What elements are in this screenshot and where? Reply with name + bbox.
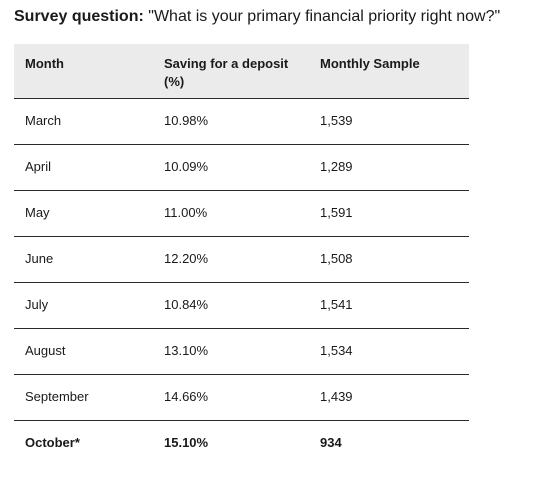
cell-saving: 11.00%	[153, 190, 309, 237]
cell-saving: 14.66%	[153, 374, 309, 421]
cell-sample: 1,534	[309, 328, 469, 375]
table-row: July 10.84% 1,541	[14, 282, 469, 329]
cell-saving: 13.10%	[153, 328, 309, 375]
table-row: September 14.66% 1,439	[14, 374, 469, 421]
cell-sample: 1,539	[309, 98, 469, 145]
cell-saving: 10.98%	[153, 98, 309, 145]
table-body: March 10.98% 1,539 April 10.09% 1,289 Ma…	[14, 98, 469, 466]
cell-month: June	[14, 236, 153, 283]
cell-saving: 15.10%	[164, 435, 209, 451]
cell-sample: 934	[320, 435, 342, 451]
cell-sample: 1,591	[309, 190, 469, 237]
table-row: June 12.20% 1,508	[14, 236, 469, 283]
cell-saving: 10.84%	[153, 282, 309, 329]
cell-month: October*	[25, 435, 80, 451]
column-header-month: Month	[14, 44, 153, 99]
table-header-row: Month Saving for a deposit (%) Monthly S…	[14, 44, 469, 99]
survey-question-text: "What is your primary financial priority…	[143, 8, 501, 25]
cell-sample: 1,541	[309, 282, 469, 329]
table-row: March 10.98% 1,539	[14, 98, 469, 145]
cell-month: April	[14, 144, 153, 191]
cell-month: March	[14, 98, 153, 145]
table-row: October* 15.10% 934	[14, 420, 469, 466]
table-row: April 10.09% 1,289	[14, 144, 469, 191]
table-row: May 11.00% 1,591	[14, 190, 469, 237]
cell-saving: 10.09%	[153, 144, 309, 191]
cell-sample: 1,508	[309, 236, 469, 283]
survey-question: Survey question: "What is your primary f…	[14, 6, 540, 28]
cell-month: August	[14, 328, 153, 375]
survey-question-label: Survey question:	[14, 8, 144, 25]
table-header: Month Saving for a deposit (%) Monthly S…	[14, 44, 469, 99]
cell-saving: 12.20%	[153, 236, 309, 283]
column-header-saving: Saving for a deposit (%)	[153, 44, 309, 99]
cell-sample: 1,289	[309, 144, 469, 191]
cell-month: July	[14, 282, 153, 329]
cell-month: September	[14, 374, 153, 421]
column-header-sample: Monthly Sample	[309, 44, 469, 99]
cell-month: May	[14, 190, 153, 237]
survey-results-table: Month Saving for a deposit (%) Monthly S…	[14, 44, 469, 466]
cell-sample: 1,439	[309, 374, 469, 421]
table-row: August 13.10% 1,534	[14, 328, 469, 375]
